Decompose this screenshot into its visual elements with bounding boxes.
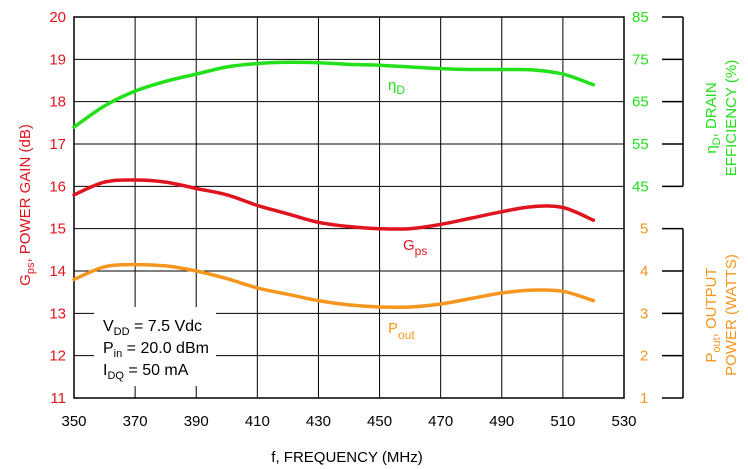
condition-vdd: VDD = 7.5 Vdc [103, 318, 202, 338]
condition-idq-main: I [103, 362, 107, 379]
left-tick-label: 13 [49, 305, 66, 322]
left-tick-label: 14 [49, 263, 66, 280]
condition-vdd-main: V [103, 318, 114, 335]
left-axis-title-sub: ps [25, 262, 37, 274]
right-eff-tick-label: 85 [632, 9, 649, 26]
series-label-gps-main: G [403, 237, 415, 254]
x-tick-label: 390 [184, 413, 209, 430]
left-axis: 11 12 13 14 15 16 17 18 19 20 [49, 9, 66, 407]
series-label-eta-main: η [388, 77, 396, 94]
right-pow-tick-label: 1 [640, 390, 648, 407]
x-tick-label: 450 [367, 413, 392, 430]
x-tick-label: 410 [245, 413, 270, 430]
series-label-pout-sub: out [398, 328, 415, 342]
condition-idq-sub: DQ [107, 370, 124, 382]
left-tick-label: 20 [49, 9, 66, 26]
condition-pin: Pin = 20.0 dBm [103, 340, 209, 360]
right-eff-title-sub: D [711, 137, 723, 145]
series-line-pout [72, 262, 596, 310]
series-group [72, 60, 596, 310]
right-pow-tick-label: 2 [640, 348, 648, 365]
plot-frame [73, 16, 625, 399]
x-tick-label: 430 [306, 413, 331, 430]
series-label-pout-main: P [388, 320, 398, 337]
left-axis-title-rest: , POWER GAIN (dB) [17, 124, 34, 262]
left-axis-title-main: G [17, 274, 34, 286]
x-tick-label: 530 [611, 413, 636, 430]
series-label-gps-sub: ps [415, 244, 428, 258]
left-tick-label: 12 [49, 348, 66, 365]
left-axis-title: Gps, POWER GAIN (dB) [17, 124, 37, 286]
plot-border [73, 16, 625, 399]
right-pow-title-line1: Pout, OUTPUT [703, 267, 723, 362]
right-pow-tick-label: 3 [640, 305, 648, 322]
right-eff-title-line1: ηD, DRAIN [703, 82, 723, 153]
right-eff-tick-label: 65 [632, 94, 649, 111]
right-eff-tick-label: 55 [632, 136, 649, 153]
right-eff-title-line2: EFFICIENCY (%) [723, 60, 740, 176]
right-pow-title-sub: out [711, 337, 723, 352]
left-tick-label: 15 [49, 221, 66, 238]
series-label-gps: Gps [403, 237, 427, 258]
condition-vdd-rest: = 7.5 Vdc [130, 318, 203, 335]
condition-pin-main: P [103, 340, 114, 357]
right-axis-efficiency: 45 55 65 75 85 [632, 9, 684, 195]
condition-pin-sub: in [114, 348, 123, 360]
left-tick-label: 18 [49, 94, 66, 111]
condition-idq: IDQ = 50 mA [103, 362, 189, 382]
right-pow-title-line2: POWER (WATTS) [723, 254, 740, 376]
left-tick-label: 11 [50, 390, 66, 407]
x-tick-label: 470 [428, 413, 453, 430]
x-tick-label: 490 [489, 413, 514, 430]
right-pow-tick-label: 4 [640, 263, 648, 280]
condition-pin-rest: = 20.0 dBm [122, 340, 209, 357]
conditions-box-bg [94, 307, 216, 386]
x-axis-title: f, FREQUENCY (MHz) [271, 449, 422, 466]
right-pow-title-rest: , OUTPUT [703, 267, 720, 337]
left-tick-label: 17 [49, 136, 66, 153]
x-tick-label: 350 [61, 413, 86, 430]
x-tick-label: 370 [123, 413, 148, 430]
right-pow-title-main: P [703, 353, 720, 363]
right-eff-tick-label: 75 [632, 51, 649, 68]
condition-idq-rest: = 50 mA [124, 362, 189, 379]
x-tick-label: 510 [550, 413, 575, 430]
series-line-eta [72, 60, 596, 129]
conditions-box: VDD = 7.5 Vdc Pin = 20.0 dBm IDQ = 50 mA [94, 307, 216, 386]
x-axis: 350 370 390 410 430 450 470 490 510 530 [61, 413, 636, 430]
series-line-gps [72, 178, 596, 231]
series-label-eta: ηD [388, 77, 405, 97]
series-label-pout: Pout [388, 320, 415, 342]
condition-vdd-sub: DD [114, 326, 130, 338]
right-eff-tick-label: 45 [632, 178, 649, 195]
right-axis-power: 1 2 3 4 5 [640, 221, 684, 407]
right-eff-title-main: η [703, 145, 720, 153]
left-tick-label: 16 [49, 178, 66, 195]
right-pow-tick-label: 5 [640, 221, 648, 238]
left-tick-label: 19 [49, 51, 66, 68]
right-eff-title-rest: , DRAIN [703, 82, 720, 137]
series-label-eta-sub: D [396, 83, 405, 97]
